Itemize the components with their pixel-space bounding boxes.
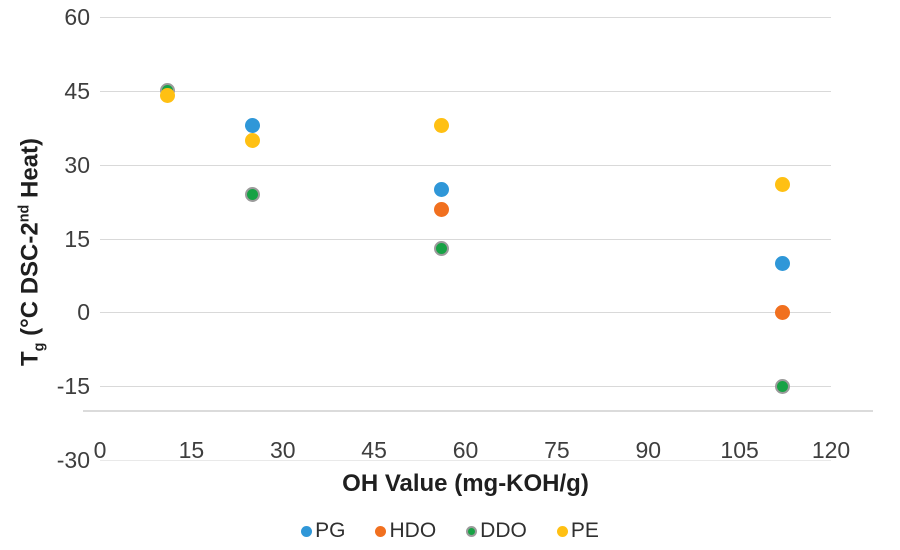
y-title-mid: (°C DSC-2 <box>16 222 44 343</box>
data-point-ddo-1 <box>244 186 260 202</box>
x-tick-label-120: 120 <box>811 437 851 463</box>
x-tick-label-30: 30 <box>270 437 296 463</box>
gridline-y-45 <box>100 90 831 92</box>
data-point-pe-2 <box>433 117 449 133</box>
legend: PG HDO DDO PE <box>0 518 900 544</box>
data-point-pg-1 <box>433 181 449 197</box>
y-tick-label--15: -15 <box>56 373 90 400</box>
y-tick-label-60: 60 <box>64 4 90 30</box>
data-point-pg-0 <box>244 117 260 133</box>
x-tick-label-0: 0 <box>93 437 107 463</box>
legend-label-pg: PG <box>315 519 346 542</box>
y-title-end: Heat) <box>16 137 44 205</box>
y-title-superscript: nd <box>16 204 33 223</box>
legend-label-ddo: DDO <box>480 519 527 542</box>
x-tick-label-60: 60 <box>452 437 479 463</box>
x-tick-label-15: 15 <box>178 437 205 463</box>
y-title-base: T <box>16 351 44 367</box>
x-tick-label-105: 105 <box>720 437 759 463</box>
data-point-hdo-1 <box>774 304 790 320</box>
gridline-y--30 <box>100 460 831 461</box>
y-tick-label-30: 30 <box>64 151 90 178</box>
data-point-pg-2 <box>774 255 790 271</box>
legend-item-pe: PE <box>556 519 599 543</box>
y-tick-label-0: 0 <box>77 299 90 326</box>
x-tick-label-90: 90 <box>635 437 662 463</box>
x-tick-label-45: 45 <box>361 437 387 463</box>
x-tick-label-75: 75 <box>544 437 570 463</box>
legend-label-pe: PE <box>570 519 599 542</box>
legend-item-ddo: DDO <box>466 519 527 543</box>
legend-marker-hdo-icon <box>375 525 387 537</box>
data-point-ddo-2 <box>433 240 449 256</box>
gridline-y-15 <box>100 238 831 240</box>
y-tick-label-45: 45 <box>64 77 90 104</box>
gridline-y-0 <box>100 312 831 314</box>
legend-marker-pg-icon <box>301 525 313 537</box>
x-axis-title: OH Value (mg-KOH/g) <box>342 470 589 497</box>
gridline-y--15 <box>100 386 831 388</box>
legend-item-pg: PG <box>301 519 345 543</box>
legend-marker-pe-icon <box>556 525 568 537</box>
data-point-pe-3 <box>774 176 790 192</box>
legend-marker-ddo-icon <box>466 525 478 537</box>
x-axis-line <box>83 410 873 412</box>
y-title-subscript: g <box>31 342 48 352</box>
gridline-y-60 <box>100 17 831 18</box>
y-tick-label-15: 15 <box>64 225 90 252</box>
data-point-pe-0 <box>159 88 175 104</box>
legend-item-hdo: HDO <box>375 519 436 543</box>
data-point-pe-1 <box>244 132 260 148</box>
gridline-y-30 <box>100 164 831 166</box>
y-axis-title: Tg (°C DSC-2nd Heat) <box>17 138 48 366</box>
data-point-hdo-0 <box>433 201 449 217</box>
data-point-ddo-3 <box>774 378 790 394</box>
y-tick-label--30: -30 <box>56 447 90 473</box>
legend-label-hdo: HDO <box>389 519 437 542</box>
